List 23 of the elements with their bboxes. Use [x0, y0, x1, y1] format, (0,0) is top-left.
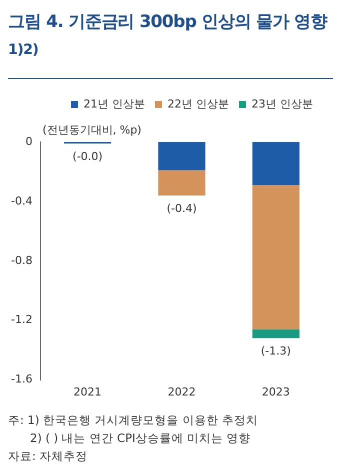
bar — [252, 142, 300, 185]
bar — [252, 328, 300, 338]
y-axis-title: (전년동기대비, %p) — [42, 123, 142, 136]
bar — [252, 184, 300, 329]
text: 자료: 자체추정 — [8, 448, 89, 465]
x-tick-label: 2022 — [168, 384, 196, 398]
text: 주: 1) 한국은행 거시계량모형을 이용한 추정치 — [8, 412, 259, 429]
total-label: (-0.4) — [166, 202, 197, 215]
text: 2) ( ) 내는 연간 CPI상승률에 미치는 영향 — [29, 430, 252, 447]
legend-label: 21년 인상분 — [84, 97, 146, 110]
bar — [158, 170, 206, 196]
legend-label: 23년 인상분 — [252, 97, 314, 110]
bar — [158, 142, 206, 170]
y-tick-label: -0.8 — [10, 253, 32, 266]
y-tick-label: 0 — [25, 134, 32, 148]
total-label: (-1.3) — [260, 344, 291, 358]
y-tick-label: -1.6 — [10, 372, 32, 386]
x-tick-label: 2021 — [74, 384, 102, 398]
y-tick-label: -0.4 — [10, 194, 32, 207]
y-tick-label: -1.2 — [10, 312, 32, 326]
total-label: (-0.0) — [72, 150, 103, 162]
legend-label: 22년 인상분 — [168, 97, 230, 110]
x-tick-label: 2023 — [262, 384, 290, 398]
